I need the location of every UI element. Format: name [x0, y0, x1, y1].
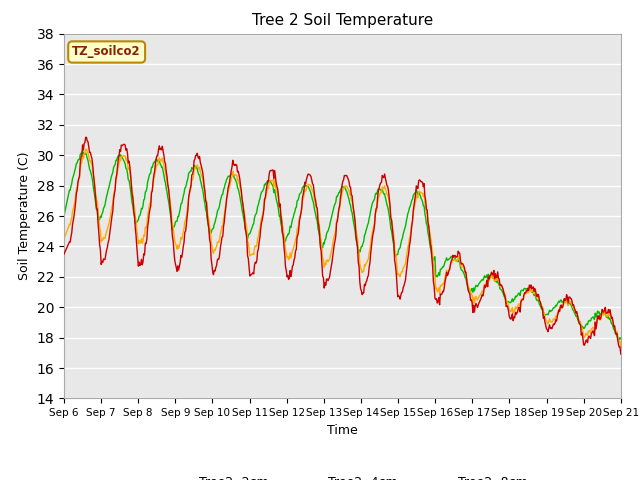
Legend: Tree2 -2cm, Tree2 -4cm, Tree2 -8cm: Tree2 -2cm, Tree2 -4cm, Tree2 -8cm: [152, 471, 532, 480]
Tree2 -2cm: [411, 197, 419, 203]
Tree2 -8cm: [614, 337, 622, 343]
Tree2 -2cm: [617, 351, 625, 357]
Tree2 -8cm: [70, 171, 78, 177]
Tree2 -8cm: [185, 170, 193, 176]
Line: Tree2 -2cm: Tree2 -2cm: [64, 137, 621, 354]
Text: TZ_soilco2: TZ_soilco2: [72, 46, 141, 59]
Line: Tree2 -4cm: Tree2 -4cm: [64, 149, 621, 347]
X-axis label: Time: Time: [327, 424, 358, 437]
Tree2 -8cm: [79, 147, 86, 153]
Tree2 -4cm: [60, 236, 68, 241]
Tree2 -2cm: [128, 192, 136, 198]
Tree2 -2cm: [83, 134, 90, 140]
Title: Tree 2 Soil Temperature: Tree 2 Soil Temperature: [252, 13, 433, 28]
Tree2 -4cm: [185, 193, 193, 199]
Tree2 -8cm: [60, 213, 68, 219]
Tree2 -4cm: [617, 344, 625, 350]
Tree2 -8cm: [411, 190, 419, 196]
Tree2 -2cm: [428, 244, 435, 250]
Tree2 -4cm: [83, 146, 90, 152]
Tree2 -8cm: [128, 200, 136, 206]
Tree2 -4cm: [428, 237, 435, 242]
Line: Tree2 -8cm: Tree2 -8cm: [64, 150, 621, 340]
Tree2 -2cm: [185, 195, 193, 201]
Tree2 -8cm: [428, 247, 435, 253]
Tree2 -4cm: [70, 203, 78, 209]
Tree2 -2cm: [70, 213, 78, 219]
Tree2 -4cm: [128, 190, 136, 195]
Tree2 -8cm: [617, 336, 625, 342]
Tree2 -2cm: [214, 256, 222, 262]
Y-axis label: Soil Temperature (C): Soil Temperature (C): [18, 152, 31, 280]
Tree2 -4cm: [214, 239, 222, 245]
Tree2 -4cm: [411, 203, 419, 208]
Tree2 -2cm: [60, 251, 68, 257]
Tree2 -8cm: [214, 206, 222, 212]
